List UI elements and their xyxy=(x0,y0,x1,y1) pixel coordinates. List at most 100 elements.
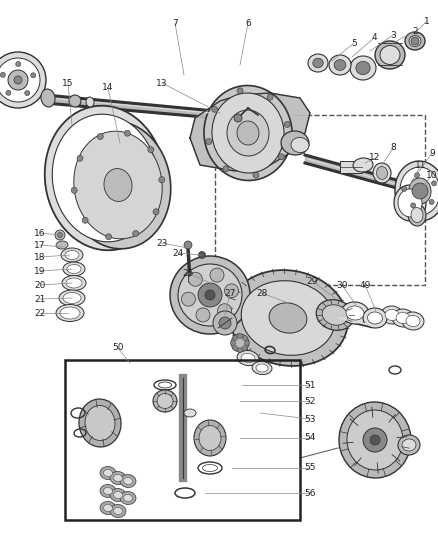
Circle shape xyxy=(244,341,250,345)
Circle shape xyxy=(414,173,420,178)
Ellipse shape xyxy=(103,488,113,495)
Circle shape xyxy=(237,348,243,352)
Circle shape xyxy=(363,428,387,452)
Circle shape xyxy=(237,88,243,94)
Ellipse shape xyxy=(56,304,84,321)
Circle shape xyxy=(159,177,165,183)
Ellipse shape xyxy=(385,310,399,320)
Ellipse shape xyxy=(199,425,221,450)
Ellipse shape xyxy=(408,204,426,226)
Bar xyxy=(65,360,300,520)
Circle shape xyxy=(411,203,416,208)
Text: 28: 28 xyxy=(256,288,268,297)
Ellipse shape xyxy=(227,110,269,156)
Ellipse shape xyxy=(237,350,259,366)
Circle shape xyxy=(77,155,83,161)
Ellipse shape xyxy=(409,178,431,204)
Ellipse shape xyxy=(61,248,83,262)
Text: 16: 16 xyxy=(34,229,46,238)
Circle shape xyxy=(206,139,212,144)
Circle shape xyxy=(0,58,40,102)
Ellipse shape xyxy=(334,60,346,70)
Circle shape xyxy=(0,72,5,77)
Ellipse shape xyxy=(41,89,55,107)
Ellipse shape xyxy=(405,32,425,50)
Circle shape xyxy=(57,232,63,238)
Ellipse shape xyxy=(373,163,391,183)
Ellipse shape xyxy=(375,41,405,69)
Ellipse shape xyxy=(212,93,284,173)
Ellipse shape xyxy=(65,251,79,260)
Ellipse shape xyxy=(380,45,400,64)
Ellipse shape xyxy=(63,262,85,276)
Text: 15: 15 xyxy=(62,78,74,87)
Text: 24: 24 xyxy=(173,248,184,257)
Text: 27: 27 xyxy=(224,288,236,297)
Ellipse shape xyxy=(157,393,173,408)
Ellipse shape xyxy=(398,435,420,455)
Text: 13: 13 xyxy=(156,78,168,87)
Circle shape xyxy=(124,130,131,136)
Circle shape xyxy=(284,122,290,127)
Text: 50: 50 xyxy=(112,343,124,352)
Text: 17: 17 xyxy=(34,240,46,249)
Text: 51: 51 xyxy=(304,381,316,390)
Circle shape xyxy=(233,336,237,341)
Circle shape xyxy=(218,304,232,318)
Ellipse shape xyxy=(74,131,162,239)
Circle shape xyxy=(411,37,419,45)
Text: 11: 11 xyxy=(415,160,427,169)
Ellipse shape xyxy=(308,54,328,72)
Text: 29: 29 xyxy=(306,277,318,286)
Circle shape xyxy=(55,230,65,240)
Ellipse shape xyxy=(353,158,373,172)
Ellipse shape xyxy=(62,276,86,290)
Ellipse shape xyxy=(241,281,335,356)
Text: 49: 49 xyxy=(359,280,371,289)
Circle shape xyxy=(71,187,77,193)
Text: 20: 20 xyxy=(34,280,46,289)
Ellipse shape xyxy=(56,241,68,249)
Ellipse shape xyxy=(104,168,132,201)
Ellipse shape xyxy=(237,121,259,145)
Bar xyxy=(340,161,362,173)
Circle shape xyxy=(278,154,284,160)
Ellipse shape xyxy=(69,95,81,107)
Circle shape xyxy=(184,241,192,249)
Ellipse shape xyxy=(113,507,123,514)
Text: 54: 54 xyxy=(304,433,316,442)
Polygon shape xyxy=(190,93,310,171)
Circle shape xyxy=(243,345,247,351)
Ellipse shape xyxy=(66,278,82,288)
Text: 10: 10 xyxy=(426,171,438,180)
Text: 55: 55 xyxy=(304,464,316,472)
Text: 8: 8 xyxy=(390,143,396,152)
Text: 2: 2 xyxy=(412,27,418,36)
Circle shape xyxy=(153,209,159,215)
Circle shape xyxy=(16,61,21,67)
Ellipse shape xyxy=(103,470,113,477)
Circle shape xyxy=(429,199,434,205)
Ellipse shape xyxy=(322,305,348,325)
Circle shape xyxy=(0,52,46,108)
Ellipse shape xyxy=(409,36,421,46)
Ellipse shape xyxy=(252,361,272,375)
Ellipse shape xyxy=(269,303,307,333)
Ellipse shape xyxy=(411,207,423,222)
Ellipse shape xyxy=(398,189,422,217)
Ellipse shape xyxy=(363,308,387,328)
Text: 21: 21 xyxy=(34,295,46,303)
Text: 5: 5 xyxy=(351,38,357,47)
Ellipse shape xyxy=(153,390,177,412)
Ellipse shape xyxy=(356,61,370,75)
Ellipse shape xyxy=(85,406,115,440)
Ellipse shape xyxy=(52,114,158,242)
Ellipse shape xyxy=(59,290,85,306)
Ellipse shape xyxy=(100,484,116,497)
Ellipse shape xyxy=(377,166,388,180)
Ellipse shape xyxy=(120,491,136,505)
Circle shape xyxy=(198,252,205,259)
Ellipse shape xyxy=(329,55,351,75)
Ellipse shape xyxy=(394,185,426,221)
Ellipse shape xyxy=(86,97,94,107)
